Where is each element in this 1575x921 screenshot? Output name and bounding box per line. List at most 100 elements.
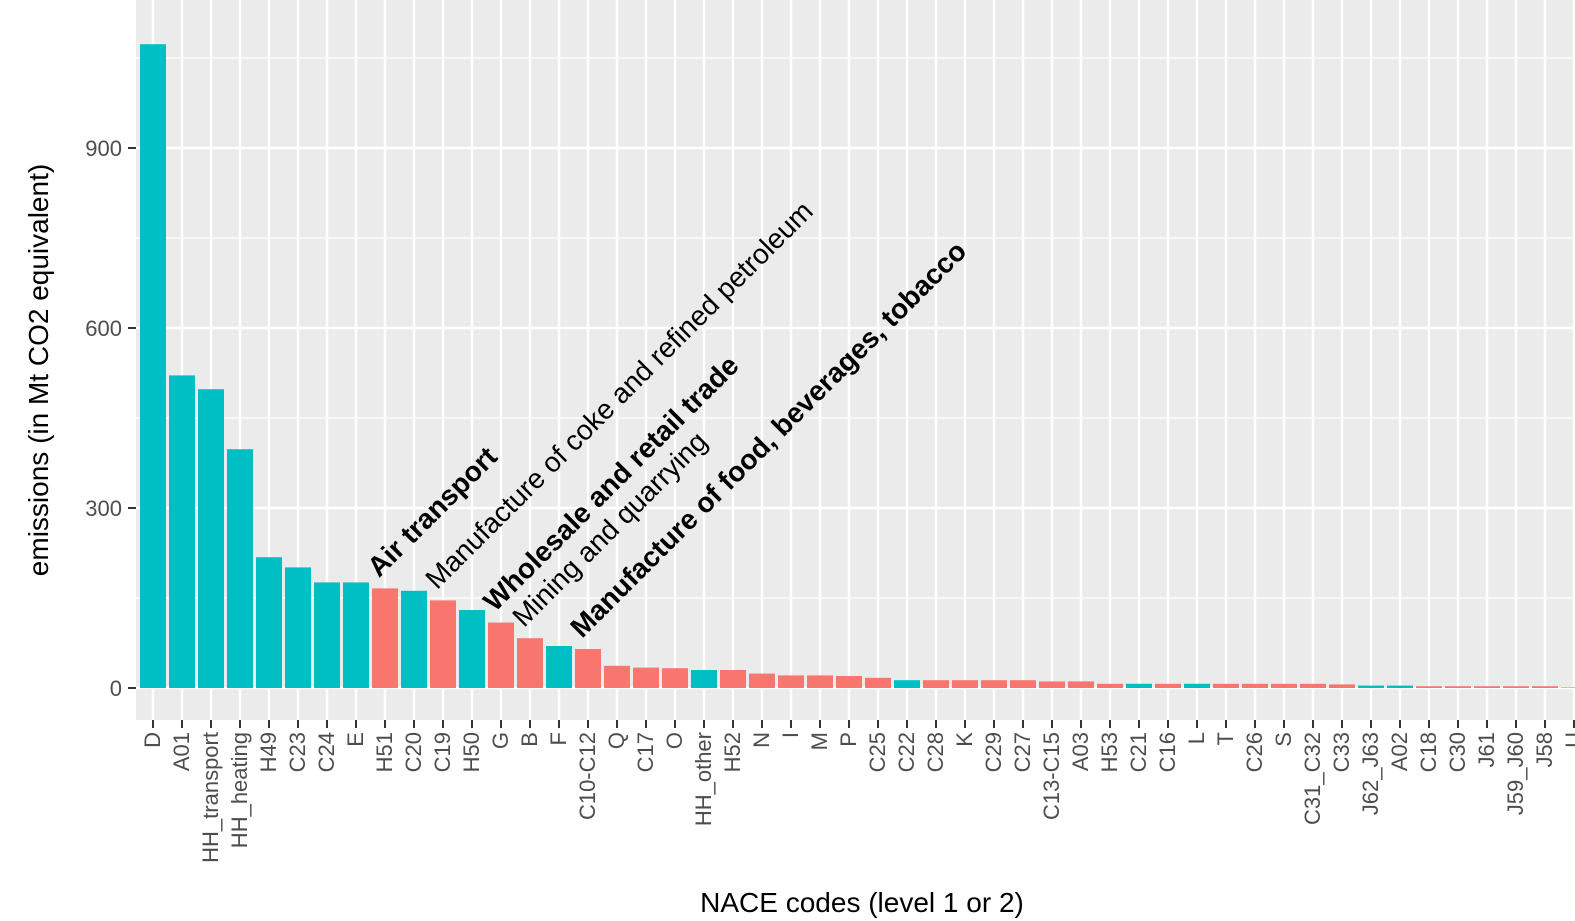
x-tick-label-J59_J60: J59_J60 [1503, 732, 1528, 815]
bar-B [517, 638, 543, 688]
bar-H50 [459, 610, 485, 688]
x-tick-label-C29: C29 [981, 732, 1006, 772]
bar-C19 [430, 600, 456, 688]
bar-Q [604, 665, 630, 688]
bar-G [488, 622, 514, 688]
bar-L [1184, 683, 1210, 688]
bar-C27 [1010, 680, 1036, 688]
x-tick-label-C28: C28 [923, 732, 948, 772]
x-tick-label-D: D [140, 732, 165, 748]
bar-F [546, 646, 572, 688]
x-tick-label-C22: C22 [894, 732, 919, 772]
bar-H49 [256, 557, 282, 688]
x-tick-label-C33: C33 [1329, 732, 1354, 772]
x-tick-label-F: F [546, 732, 571, 745]
bar-C26 [1242, 683, 1268, 688]
y-tick-label: 0 [110, 676, 122, 701]
x-tick-label-C30: C30 [1445, 732, 1470, 772]
x-tick-label-H53: H53 [1097, 732, 1122, 772]
x-tick-label-P: P [836, 732, 861, 747]
x-tick-label-C25: C25 [865, 732, 890, 772]
bar-HH_heating [227, 449, 253, 688]
x-tick-label-A03: A03 [1068, 732, 1093, 771]
y-tick-label: 300 [85, 496, 122, 521]
bar-H52 [720, 670, 746, 688]
x-tick-label-T: T [1213, 732, 1238, 745]
x-tick-label-B: B [517, 732, 542, 747]
bar-S [1271, 683, 1297, 688]
bar-C18 [1416, 686, 1442, 688]
bars [140, 44, 1575, 688]
x-axis: D A01 HH_transport HH_heating H49 C23 C24 E H51 C… [140, 720, 1575, 863]
bar-C28 [923, 680, 949, 688]
y-tick-label: 600 [85, 316, 122, 341]
bar-C30 [1445, 686, 1471, 688]
y-axis-title: emissions (in Mt CO2 equivalent) [23, 164, 54, 576]
x-tick-label-O: O [662, 732, 687, 749]
x-tick-label-I: I [778, 732, 803, 738]
x-tick-label-C20: C20 [401, 732, 426, 772]
bar-C33 [1329, 684, 1355, 688]
bar-C25 [865, 677, 891, 688]
x-tick-label-K: K [952, 732, 977, 747]
x-tick-label-H50: H50 [459, 732, 484, 772]
x-tick-label-G: G [488, 732, 513, 749]
bar-N [749, 673, 775, 688]
x-tick-label-U: U [1561, 732, 1575, 748]
x-tick-label-C10-C12: C10-C12 [575, 732, 600, 820]
y-tick-label: 900 [85, 136, 122, 161]
x-axis-title: NACE codes (level 1 or 2) [700, 887, 1024, 918]
bar-M [807, 675, 833, 688]
bar-U [1561, 687, 1575, 688]
x-tick-label-C19: C19 [430, 732, 455, 772]
bar-A03 [1068, 681, 1094, 688]
x-tick-label-L: L [1184, 732, 1209, 744]
bar-C31_C32 [1300, 683, 1326, 688]
x-tick-label-HH_heating: HH_heating [227, 732, 252, 848]
bar-H53 [1097, 683, 1123, 688]
bar-O [662, 668, 688, 688]
bar-D [140, 44, 166, 688]
bar-J58 [1532, 686, 1558, 688]
bar-C24 [314, 582, 340, 688]
bar-C17 [633, 667, 659, 688]
bar-K [952, 680, 978, 688]
x-tick-label-J58: J58 [1532, 732, 1557, 767]
x-tick-label-C13-C15: C13-C15 [1039, 732, 1064, 820]
bar-P [836, 676, 862, 688]
x-tick-label-HH_other: HH_other [691, 732, 716, 826]
bar-A01 [169, 375, 195, 688]
bar-C10-C12 [575, 649, 601, 688]
x-tick-label-J61: J61 [1474, 732, 1499, 767]
bar-C16 [1155, 683, 1181, 688]
bar-C21 [1126, 683, 1152, 688]
x-tick-label-C18: C18 [1416, 732, 1441, 772]
x-tick-label-HH_transport: HH_transport [198, 732, 223, 863]
x-tick-label-Q: Q [604, 732, 629, 749]
x-tick-label-H52: H52 [720, 732, 745, 772]
bar-C29 [981, 680, 1007, 688]
x-tick-label-C21: C21 [1126, 732, 1151, 772]
x-tick-label-A02: A02 [1387, 732, 1412, 771]
bar-E [343, 582, 369, 688]
bar-C20 [401, 590, 427, 688]
x-tick-label-A01: A01 [169, 732, 194, 771]
bar-I [778, 675, 804, 688]
y-axis: 0 300 600 900 [85, 136, 136, 701]
bar-A02 [1387, 685, 1413, 688]
x-tick-label-H51: H51 [372, 732, 397, 772]
x-tick-label-H49: H49 [256, 732, 281, 772]
x-tick-label-E: E [343, 732, 368, 747]
x-tick-label-C31_C32: C31_C32 [1300, 732, 1325, 825]
bar-H51 [372, 588, 398, 688]
bar-C22 [894, 680, 920, 688]
x-tick-label-J62_J63: J62_J63 [1358, 732, 1383, 815]
x-tick-label-C16: C16 [1155, 732, 1180, 772]
x-tick-label-C27: C27 [1010, 732, 1035, 772]
x-tick-label-C24: C24 [314, 732, 339, 772]
x-tick-label-C17: C17 [633, 732, 658, 772]
bar-HH_other [691, 670, 717, 688]
x-tick-label-M: M [807, 732, 832, 750]
x-tick-label-N: N [749, 732, 774, 748]
